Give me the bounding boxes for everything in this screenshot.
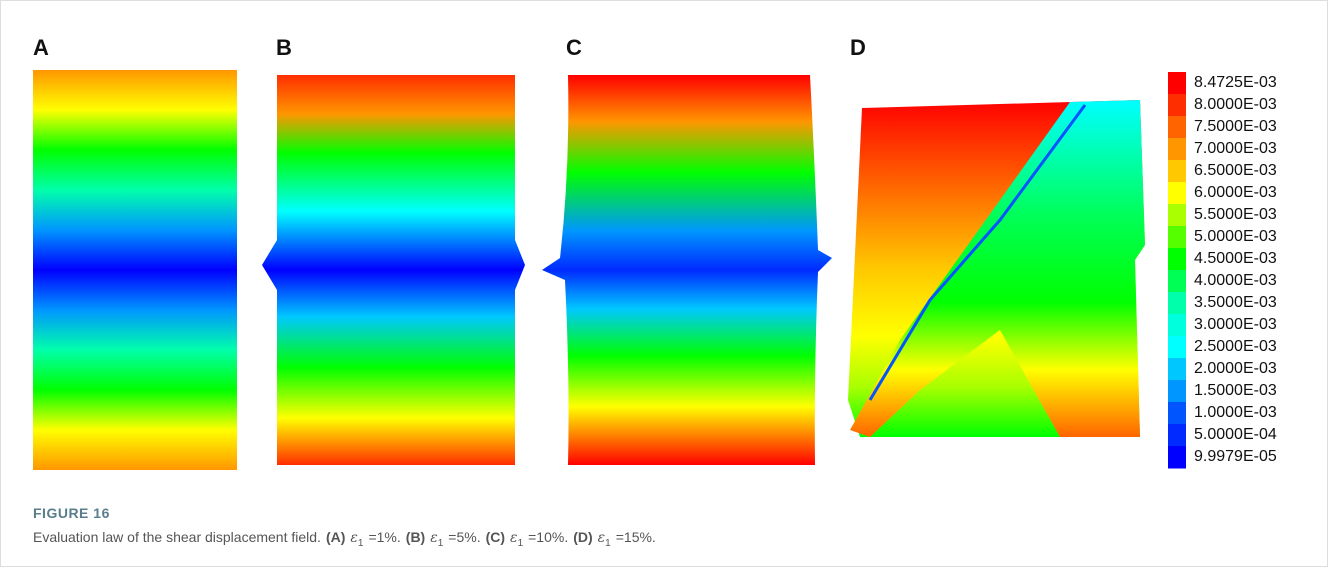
legend-label: 8.4725E-03 (1194, 74, 1277, 91)
legend-swatch (1168, 292, 1186, 315)
legend-label: 5.5000E-03 (1194, 206, 1277, 223)
panel-b-field (262, 75, 525, 465)
legend-label: 4.5000E-03 (1194, 250, 1277, 267)
legend-label: 7.5000E-03 (1194, 118, 1277, 135)
legend-label: 2.0000E-03 (1194, 360, 1277, 377)
caption: Evaluation law of the shear displacement… (33, 529, 656, 549)
legend-swatch (1168, 72, 1186, 95)
caption-item-label: (B) (406, 529, 425, 545)
legend-swatch (1168, 402, 1186, 425)
legend-label: 1.0000E-03 (1194, 404, 1277, 421)
legend-label: 4.0000E-03 (1194, 272, 1277, 289)
caption-value: =1%. (368, 529, 400, 545)
legend-swatch (1168, 446, 1186, 469)
caption-value: =5%. (448, 529, 480, 545)
caption-symbol: ε (430, 530, 438, 546)
legend-swatch (1168, 204, 1186, 227)
caption-symbol: ε (598, 530, 606, 546)
legend-swatch (1168, 182, 1186, 205)
legend-label: 8.0000E-03 (1194, 96, 1277, 113)
legend-label: 7.0000E-03 (1194, 140, 1277, 157)
caption-value: =15%. (616, 529, 656, 545)
caption-symbol: ε (510, 530, 518, 546)
legend-swatch (1168, 226, 1186, 249)
caption-text: Evaluation law of the shear displacement… (33, 529, 321, 545)
legend-swatch (1168, 138, 1186, 161)
caption-value: =10%. (528, 529, 568, 545)
caption-item-label: (C) (486, 529, 505, 545)
panel-a-field (33, 70, 237, 470)
legend-swatch (1168, 116, 1186, 139)
legend-swatch (1168, 424, 1186, 447)
legend-label: 9.9979E-05 (1194, 448, 1277, 465)
legend-swatch (1168, 248, 1186, 271)
caption-subscript: 1 (438, 538, 444, 549)
caption-subscript: 1 (518, 538, 524, 549)
legend-swatch (1168, 314, 1186, 337)
legend-label: 2.5000E-03 (1194, 338, 1277, 355)
legend-label: 1.5000E-03 (1194, 382, 1277, 399)
panel-d-band (850, 100, 1145, 437)
legend-label: 3.0000E-03 (1194, 316, 1277, 333)
legend-swatch (1168, 270, 1186, 293)
caption-symbol: ε (350, 530, 358, 546)
legend-swatch (1168, 94, 1186, 117)
legend-swatch (1168, 358, 1186, 381)
panel-d-shear (868, 104, 1087, 401)
panel-label: A (33, 35, 49, 60)
caption-item-label: (A) (326, 529, 345, 545)
caption-subscript: 1 (358, 538, 364, 549)
legend-swatch (1168, 336, 1186, 359)
caption-subscript: 1 (605, 538, 611, 549)
legend-swatch (1168, 160, 1186, 183)
legend-label: 6.0000E-03 (1194, 184, 1277, 201)
legend-label: 5.0000E-03 (1194, 228, 1277, 245)
legend-label: 5.0000E-04 (1194, 426, 1277, 443)
caption-item-label: (D) (573, 529, 592, 545)
figure-number: FIGURE 16 (33, 505, 110, 521)
panel-label: D (850, 35, 866, 60)
panel-c-field (542, 75, 832, 465)
legend-label: 3.5000E-03 (1194, 294, 1277, 311)
panel-label: C (566, 35, 582, 60)
legend-label: 6.5000E-03 (1194, 162, 1277, 179)
panel-label: B (276, 35, 292, 60)
legend-swatch (1168, 380, 1186, 403)
